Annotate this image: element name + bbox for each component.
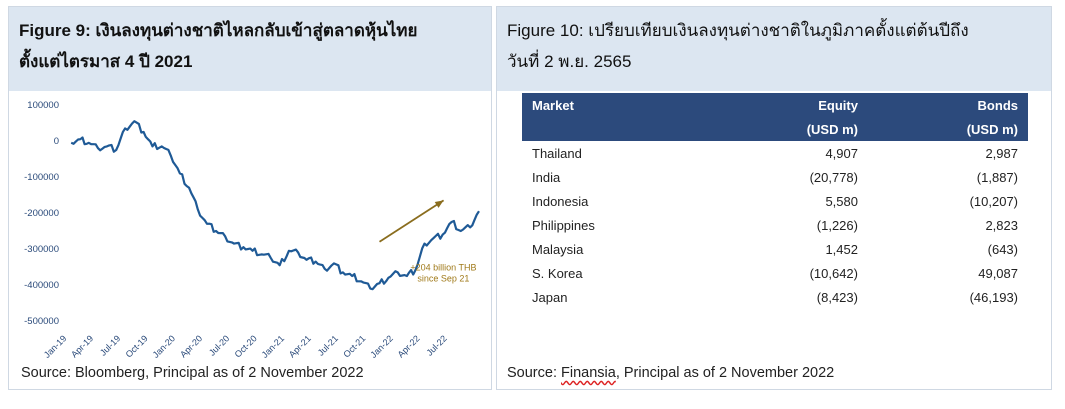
figure-9-source: Source: Bloomberg, Principal as of 2 Nov…	[21, 365, 364, 381]
y-tick-label: -100000	[24, 172, 59, 183]
figure-10-header: Figure 10: เปรียบเทียบเงินลงทุนต่างชาติใ…	[497, 7, 1051, 91]
col-header-bonds: Bonds	[867, 93, 1028, 117]
x-tick-label: Jul-19	[98, 333, 122, 357]
x-tick-label: Apr-20	[178, 333, 204, 359]
table-header-row: Market Equity Bonds	[522, 93, 1028, 117]
y-tick-label: -300000	[24, 244, 59, 255]
table-row: India (20,778) (1,887)	[532, 169, 1018, 185]
table-row: Indonesia 5,580 (10,207)	[532, 193, 1018, 209]
x-tick-label: Apr-19	[69, 333, 95, 359]
figure-10-panel: Figure 10: เปรียบเทียบเงินลงทุนต่างชาติใ…	[496, 6, 1052, 390]
x-tick-label: Jan-21	[260, 333, 287, 360]
fund-flow-chart-svg: 100000 0 -100000 -200000 -300000 -400000 -5000…	[24, 100, 480, 360]
table-row: Philippines (1,226) 2,823	[532, 217, 1018, 233]
x-tick-label: Jan-22	[368, 333, 395, 360]
x-tick-label: Oct-20	[233, 333, 259, 359]
x-tick-label: Jul-22	[424, 333, 448, 357]
x-tick-label: Jan-20	[151, 333, 178, 360]
col-unit-bonds: (USD m)	[867, 117, 1028, 141]
y-tick-label: -400000	[24, 280, 59, 291]
x-tick-label: Apr-22	[396, 333, 422, 359]
figure-10-source: Source: Finansia, Principal as of 2 Nove…	[507, 365, 835, 381]
y-tick-label: -200000	[24, 208, 59, 219]
source-finansia: Finansia	[561, 365, 616, 381]
annotation-text: since Sep 21	[417, 274, 469, 284]
x-tick-label: Jul-21	[316, 333, 340, 357]
series-line	[70, 120, 480, 291]
table-header-units-row: (USD m) (USD m)	[522, 117, 1028, 141]
table-row: Japan (8,423) (46,193)	[532, 289, 1018, 305]
figure-10-title-line2: วันที่ 2 พ.ย. 2565	[507, 52, 632, 71]
col-header-market: Market	[522, 93, 708, 117]
col-unit-equity: (USD m)	[708, 117, 868, 141]
figure-9-title: Figure 9: เงินลงทุนต่างชาติไหลกลับเข้าสู…	[19, 15, 481, 46]
table-row: Malaysia 1,452 (643)	[532, 241, 1018, 257]
figure-9-header: Figure 9: เงินลงทุนต่างชาติไหลกลับเข้าสู…	[9, 7, 491, 91]
y-tick-label: -500000	[24, 316, 59, 327]
fund-flow-chart: 100000 0 -100000 -200000 -300000 -400000 -5000…	[9, 91, 493, 361]
x-tick-label: Oct-19	[124, 333, 150, 359]
y-tick-label: 100000	[27, 100, 59, 111]
figure-9-title-text: เงินลงทุนต่างชาติไหลกลับเข้าสู่ตลาดหุ้นไ…	[95, 21, 418, 40]
x-tick-label: Jan-19	[42, 333, 69, 360]
col-header-equity: Equity	[708, 93, 868, 117]
y-tick-label: 0	[54, 136, 59, 147]
table-row: Thailand 4,907 2,987	[532, 145, 1018, 161]
trend-arrow-line	[379, 199, 445, 243]
figure-10-title: Figure 10: เปรียบเทียบเงินลงทุนต่างชาติใ…	[507, 21, 969, 40]
figure-9-title-line2: ตั้งแต่ไตรมาส 4 ปี 2021	[19, 52, 193, 71]
annotation-text: +204 billion THB	[410, 263, 476, 273]
regional-flow-table: Market Equity Bonds (USD m) (USD m) Thai…	[522, 93, 1028, 309]
x-tick-label: Oct-21	[341, 333, 367, 359]
x-tick-label: Jul-20	[207, 333, 231, 357]
x-tick-label: Apr-21	[287, 333, 313, 359]
table-row: S. Korea (10,642) 49,087	[532, 265, 1018, 281]
trend-arrow-head	[434, 200, 444, 208]
figure-9-panel: Figure 9: เงินลงทุนต่างชาติไหลกลับเข้าสู…	[8, 6, 492, 390]
figure-9-label: Figure 9:	[19, 21, 91, 40]
